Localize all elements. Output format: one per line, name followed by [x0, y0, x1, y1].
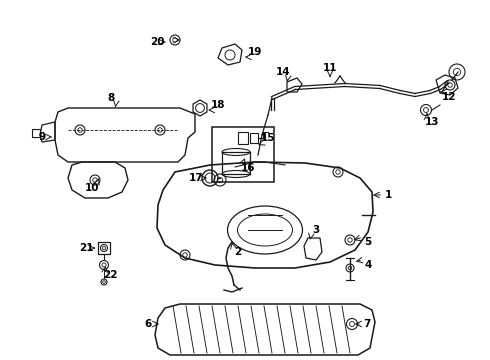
Text: 1: 1	[384, 190, 392, 200]
Text: 2: 2	[234, 247, 242, 257]
Text: 13: 13	[425, 117, 439, 127]
Text: 19: 19	[248, 47, 262, 57]
Bar	[32, 129, 40, 137]
Text: 9: 9	[38, 132, 46, 142]
Text: 17: 17	[189, 173, 203, 183]
Text: 12: 12	[442, 92, 456, 102]
Text: 20: 20	[150, 37, 164, 47]
Text: 10: 10	[85, 183, 99, 193]
Text: 21: 21	[79, 243, 93, 253]
Text: 16: 16	[241, 163, 255, 173]
Text: 3: 3	[313, 225, 319, 235]
Text: 6: 6	[145, 319, 151, 329]
Text: 5: 5	[365, 237, 371, 247]
Text: 22: 22	[103, 270, 117, 280]
Bar	[250, 133, 258, 143]
Text: 4: 4	[364, 260, 372, 270]
Text: 7: 7	[363, 319, 371, 329]
Bar	[212, 127, 274, 182]
Text: 14: 14	[276, 67, 290, 77]
Text: 15: 15	[261, 133, 275, 143]
Bar	[238, 132, 248, 144]
Text: 8: 8	[107, 93, 115, 103]
Bar	[98, 242, 110, 254]
Text: 18: 18	[211, 100, 225, 110]
Text: 11: 11	[323, 63, 337, 73]
